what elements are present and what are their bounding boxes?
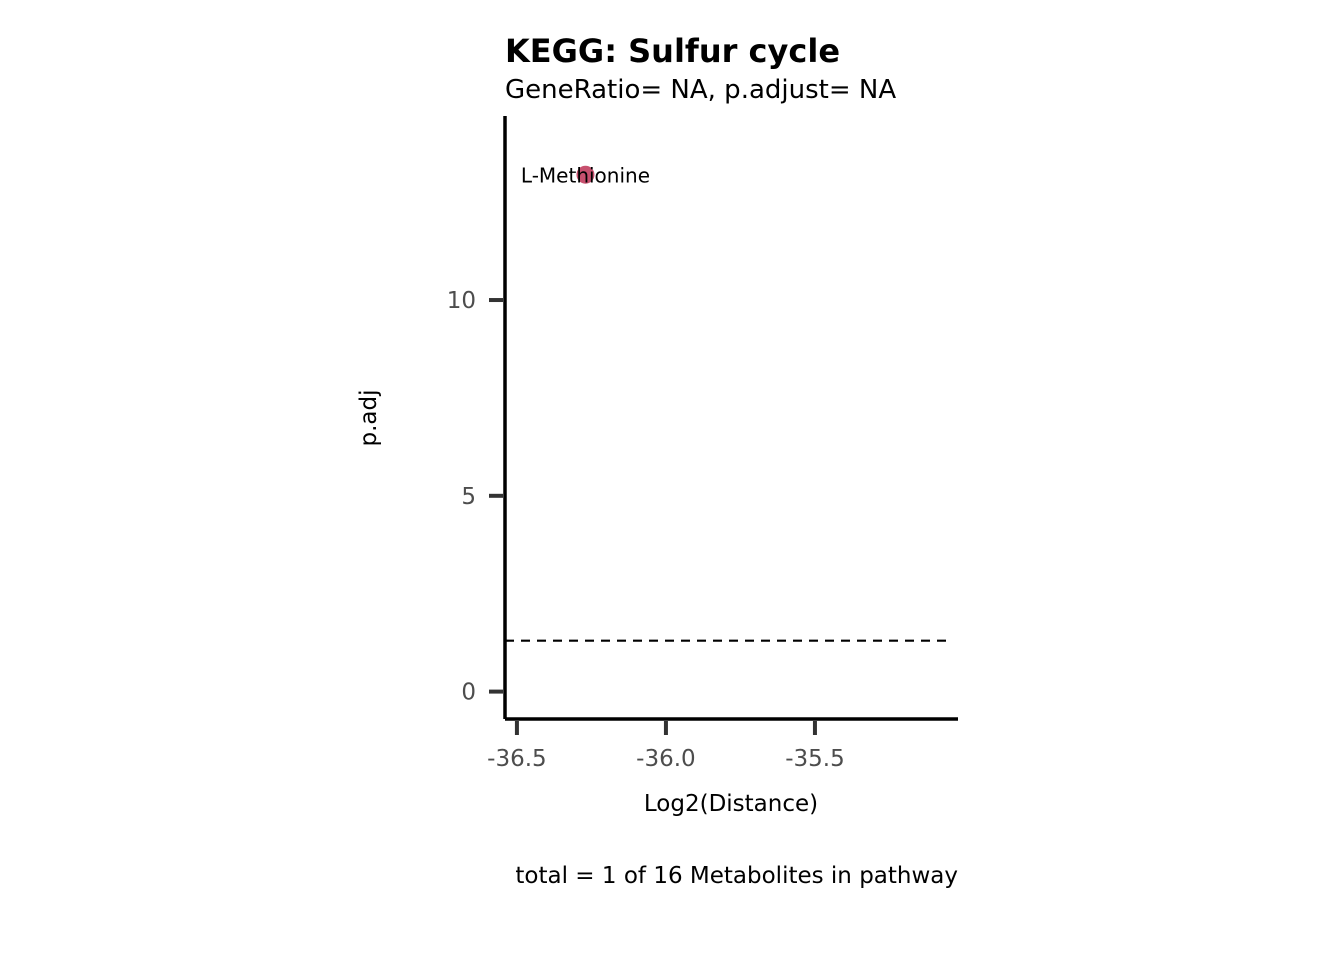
y-tick-label: 10 xyxy=(447,288,476,314)
y-axis-title: p.adj xyxy=(356,390,382,447)
x-tick-label: -36.0 xyxy=(636,746,696,772)
x-tick-label: -35.5 xyxy=(785,746,845,772)
y-tick-label: 0 xyxy=(461,680,476,706)
chart-subtitle: GeneRatio= NA, p.adjust= NA xyxy=(505,75,896,105)
data-point xyxy=(576,165,595,184)
data-point-label: L-Methionine xyxy=(521,164,650,188)
chart-caption: total = 1 of 16 Metabolites in pathway xyxy=(515,863,958,889)
chart-title: KEGG: Sulfur cycle xyxy=(505,32,840,70)
plot-area: 0 5 10 -36.5 -36.0 -35.5 L-Methionine xyxy=(447,116,958,772)
y-tick-label: 5 xyxy=(461,484,476,510)
x-axis-title: Log2(Distance) xyxy=(644,791,818,817)
x-tick-label: -36.5 xyxy=(487,746,547,772)
